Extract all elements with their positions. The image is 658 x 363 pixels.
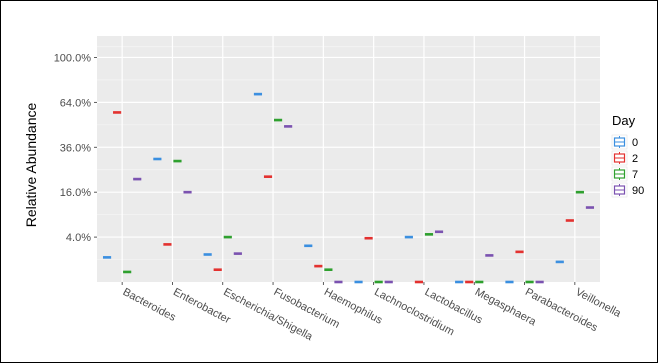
box-0 — [555, 260, 564, 264]
box-0 — [505, 280, 514, 284]
box-0 — [304, 244, 313, 248]
box-90 — [284, 125, 293, 128]
box-7 — [525, 280, 534, 284]
legend-label: 90 — [632, 185, 644, 197]
box-2 — [213, 268, 222, 272]
box-90 — [233, 252, 242, 255]
box-0 — [253, 92, 263, 96]
box-0 — [153, 157, 162, 161]
box-0 — [455, 280, 464, 284]
legend-label: 2 — [632, 153, 638, 165]
box-2 — [414, 280, 423, 284]
plot-panel — [97, 36, 600, 282]
legend-label: 7 — [632, 169, 638, 181]
box-90 — [434, 230, 444, 234]
box-90 — [183, 190, 192, 194]
box-90 — [334, 280, 343, 284]
box-90 — [585, 206, 595, 209]
box-7 — [173, 159, 182, 163]
legend-title: Day — [612, 113, 636, 128]
y-tick-label: 4.0% — [66, 232, 91, 244]
box-2 — [565, 219, 574, 222]
box-7 — [223, 235, 232, 239]
y-tick-label: 100.0% — [54, 52, 92, 64]
x-tick-label: Bacteroides — [121, 286, 178, 324]
box-7 — [575, 190, 584, 194]
box-7 — [374, 280, 383, 284]
box-90 — [485, 254, 494, 257]
legend-label: 0 — [632, 137, 638, 149]
box-7 — [324, 268, 333, 272]
box-0 — [404, 235, 413, 239]
box-7 — [123, 270, 132, 274]
box-2 — [515, 250, 524, 254]
box-2 — [263, 175, 273, 178]
box-0 — [354, 280, 363, 284]
box-0 — [102, 256, 112, 259]
box-2 — [314, 264, 323, 268]
box-90 — [133, 177, 142, 181]
y-tick-label: 64.0% — [60, 97, 91, 109]
y-axis-title: Relative Abundance — [23, 103, 39, 228]
box-2 — [465, 280, 474, 284]
box-90 — [384, 280, 393, 284]
gridlines — [97, 36, 600, 282]
box-90 — [535, 280, 544, 284]
legend: Day 0 2 7 90 — [611, 113, 644, 198]
y-tick-label: 36.0% — [60, 142, 91, 154]
box-7 — [475, 280, 484, 284]
box-2 — [163, 243, 172, 246]
box-7 — [424, 233, 434, 236]
box-2 — [364, 236, 373, 240]
box-2 — [113, 111, 122, 114]
y-tick-label: 16.0% — [60, 187, 91, 199]
y-tick-labels: 4.0% 16.0% 36.0% 64.0% 100.0% — [54, 52, 97, 244]
box-0 — [203, 253, 212, 256]
x-tick-label: Escherichia/Shigella — [221, 286, 315, 344]
x-tick-labels: BacteroidesEnterobacterEscherichia/Shige… — [121, 282, 624, 344]
box-marks — [102, 92, 595, 284]
box-7 — [274, 118, 283, 122]
